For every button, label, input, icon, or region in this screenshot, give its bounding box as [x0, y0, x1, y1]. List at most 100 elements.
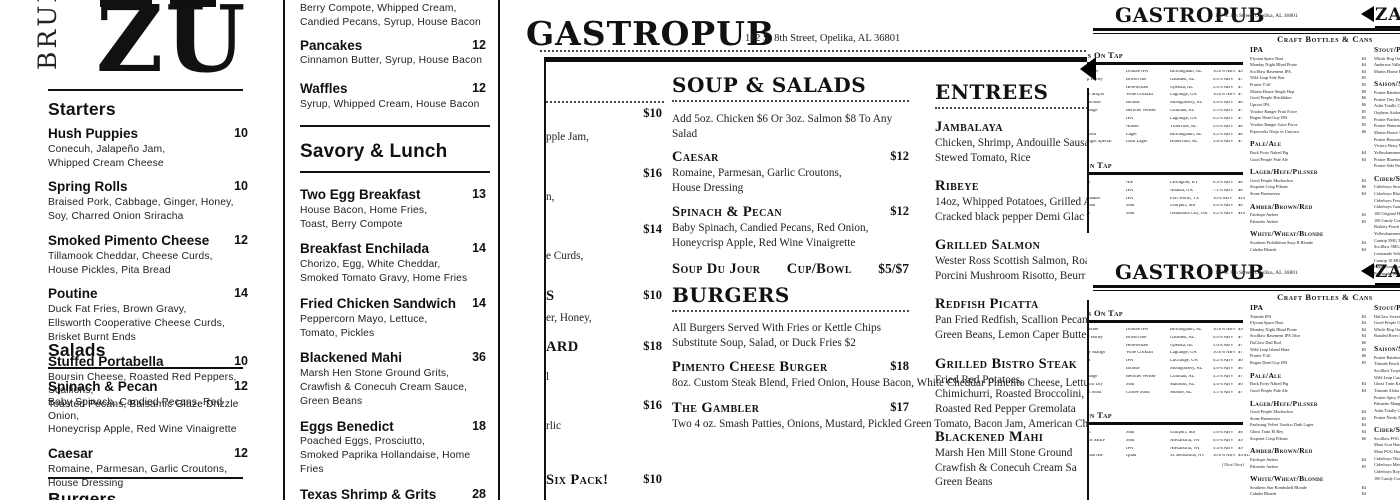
beer-name-fragment: Snakes — [1087, 196, 1101, 201]
beer-name: Cantrip 10 MG Orange S — [1374, 257, 1400, 263]
category-ipa: IPA Trimtab IPA $4 Elysian Space Dust $4 Mon… — [1250, 303, 1366, 367]
menu-item: Ribeye 14oz, Whipped Potatoes, Grilled A… — [935, 178, 1165, 224]
beer-abv: 6.2% ABV — [1213, 212, 1234, 217]
item-name: Eggs Benedict — [300, 418, 394, 434]
beer-row: Trimtab Peach Rings 16o — [1374, 361, 1400, 368]
beer-name: Monday Night Blind Pirate — [1250, 326, 1297, 332]
beer-name: Martin House Single Hop — [1250, 88, 1295, 94]
beer-name: Yellowhammer Pineapp — [1374, 230, 1400, 236]
category-list: Southern Star Bombshell Blonde $4 Cahaba B… — [1250, 485, 1366, 498]
beer-name: Aslin Totally Cannon — [1374, 103, 1400, 109]
beer-row: Prairie Hawaiian TKO — [1374, 137, 1400, 144]
craft-bottles-heading: Craft Bottles & Cans — [1277, 292, 1373, 302]
entrees-list: Jambalaya Chicken, Shrimp, Andouille Sau… — [935, 119, 1165, 490]
item-desc: l — [546, 371, 550, 383]
beer-row: Ciderboys Tiki Colada — [1374, 456, 1400, 463]
beer-name: Ciderboys Tiki Colada — [1374, 455, 1400, 461]
beer-row: Ciderboys Blackberry — [1374, 191, 1400, 198]
beer-abv: 4.6% ABV — [1213, 382, 1234, 387]
beer-name-fragment: rl — [1087, 212, 1124, 217]
item-price: 28 — [472, 486, 486, 500]
beer-name-fragment: andler — [1087, 328, 1099, 332]
tap-row: le Mojito Wine Cocktail Lagrange, GA 10.… — [1087, 93, 1250, 98]
salads-list: Spinach & Pecan 12 Baby Spinach, Candied… — [48, 379, 248, 491]
beer-price: $4 — [1361, 156, 1366, 162]
item-desc: House Bacon, Home Fries, Toast, Berry Co… — [300, 204, 428, 230]
item-price: $10 — [643, 472, 662, 486]
menu-item: The Gambler $17 Two 4 oz. Smash Patties,… — [672, 400, 1177, 432]
category-list: Whole Hog Oatmeal CreAnderson Valley Bou… — [1374, 56, 1400, 76]
beer-abv: 10.0% ABV — [1213, 454, 1236, 459]
beer-city: Cullman, AL — [1170, 109, 1195, 114]
item-desc: Boursin Cheese, Roasted Red Peppers, Sca… — [48, 371, 239, 411]
item-name: Fried Chicken Sandwich — [300, 295, 457, 311]
beer-row: Good People Hitchhiker $6 — [1250, 95, 1366, 102]
on-tap-heading: ys On Tap — [1087, 308, 1123, 318]
beer-name: Rogue Dead Guy IPA — [1250, 115, 1288, 121]
item-desc: Braised Pork, Cabbage, Ginger, Honey, So… — [48, 197, 234, 223]
beer-price: $6 — [1361, 353, 1366, 359]
category-list: Fairhope Amber $4 Palmetto Amber $5 — [1250, 212, 1366, 225]
item-desc: Tillamook Cheddar, Cheese Curds, House P… — [48, 250, 213, 276]
category-heading: Pale/Ale — [1250, 139, 1282, 149]
zaza-logo: ZAZU — [1361, 5, 1400, 28]
tap-row: ry Mango Wine Cocktail Lagrange, GA 10.0… — [1087, 351, 1250, 356]
beer-name: Ciderboys Fresh Press — [1374, 197, 1400, 203]
item-name: Breakfast Enchilada — [300, 241, 430, 257]
beer-row: Martin House Peanut Bu — [1374, 69, 1400, 76]
beer-abv: 10.0% ABV — [1213, 328, 1236, 332]
beer-style: Double IPA — [1126, 328, 1149, 332]
beer-name-fragment — [1087, 189, 1124, 194]
beer-style: Berliner Weisse — [1126, 374, 1156, 379]
beer-name: Whole Hog Oatmeal Pie — [1374, 326, 1400, 332]
beer-price: $9 — [1238, 70, 1243, 74]
beer-price: $5 — [1361, 415, 1366, 421]
beer-name: Faubourg Velvet Voodoo Dark Lager — [1250, 422, 1314, 428]
item-name: Caesar — [672, 149, 719, 166]
beer-city: Gadsden, AL — [1170, 77, 1195, 82]
beer-top-address: 112 S. 8th Street, Opelika, AL 36801 — [1215, 13, 1298, 19]
beer-name: Ghost Train El Rey — [1250, 429, 1284, 435]
beer-name: Pineapple, Black Cherry — [1374, 270, 1400, 276]
beer-name: Good People Hitchhiker — [1250, 95, 1292, 101]
cropped-letter-fragment — [100, 0, 152, 7]
beer-abv: 5.6% ABV — [1213, 85, 1234, 90]
beer-price: $8 — [1238, 181, 1243, 185]
beer-row: Faubourg Velvet Voodoo Dark Lager $4 — [1250, 422, 1366, 429]
thin-rule — [1093, 33, 1400, 34]
beer-name: Ghost Train Kaleidoscop — [1374, 381, 1400, 387]
tap-row: IPA Atlanta, GA 7.1% ABV $8 — [1087, 189, 1250, 194]
section-heading-burgers: BURGERS — [672, 283, 909, 312]
beer-name: Palmetto Mango/Passio — [1374, 401, 1400, 407]
cropped-menu-row: $16 rlic — [546, 398, 662, 434]
beer-abv: 5.1% ABV — [1213, 390, 1234, 395]
beer-row: Good People Pale Ale $4 — [1250, 388, 1366, 395]
item-price: 12 — [234, 232, 248, 247]
beer-name: 100 Original Hard Cider — [1374, 210, 1400, 216]
beer-row: Back Forty Naked Pig $4 — [1250, 150, 1366, 157]
item-name: Hush Puppies — [48, 126, 139, 141]
beer-price: $6 — [1361, 184, 1366, 190]
tap-row: Hefeweizen Opelika, AL 5.6% ABV $7 — [1087, 86, 1250, 91]
beer-name: Voodoo Ranger Fruit Force — [1250, 108, 1298, 114]
tap-row: Sour Sour Gulfport, MS 6.0% ABV $8 — [1087, 204, 1250, 209]
soup-size: Cup/Bowl — [786, 260, 852, 277]
category-heading: Pale/Ale — [1250, 370, 1282, 380]
tap-row: m Sour Gulfport, MS 5.6% ABV $8 — [1087, 431, 1250, 436]
item-desc: Baby Spinach, Candied Pecans, Red Onion,… — [672, 222, 869, 250]
beer-city: Huntsville, AL — [1170, 140, 1198, 145]
thick-rule — [1093, 28, 1400, 31]
beer-price: $7 — [1238, 335, 1243, 340]
item-desc: 8oz. Custom Steak Blend, Fried Onion, Ho… — [672, 377, 1139, 390]
beer-row: Scofflaw 5MG THC Stra — [1374, 244, 1400, 251]
beer-name-fragment: ry Mango — [1087, 351, 1106, 356]
item-desc: Fried Red Potatoes, Chimichurri, Roasted… — [935, 373, 1085, 415]
beer-name: Good People Muchachos — [1250, 409, 1294, 415]
beer-row: Aslin Totally Cannon — [1374, 408, 1400, 415]
category-saison: Saison/Sour Prairie Rainbow SherbetTrimt… — [1374, 344, 1400, 421]
beer-row: Trimtab Aloha Now 16oz — [1374, 388, 1400, 395]
beer-price: $7 — [1238, 77, 1243, 82]
tap-size-note: (10oz/16oz) — [1222, 462, 1244, 467]
beer-row: Voodoo Ranger Juice Force $5 — [1250, 122, 1366, 129]
beer-name-fragment: Dark — [1087, 132, 1097, 137]
